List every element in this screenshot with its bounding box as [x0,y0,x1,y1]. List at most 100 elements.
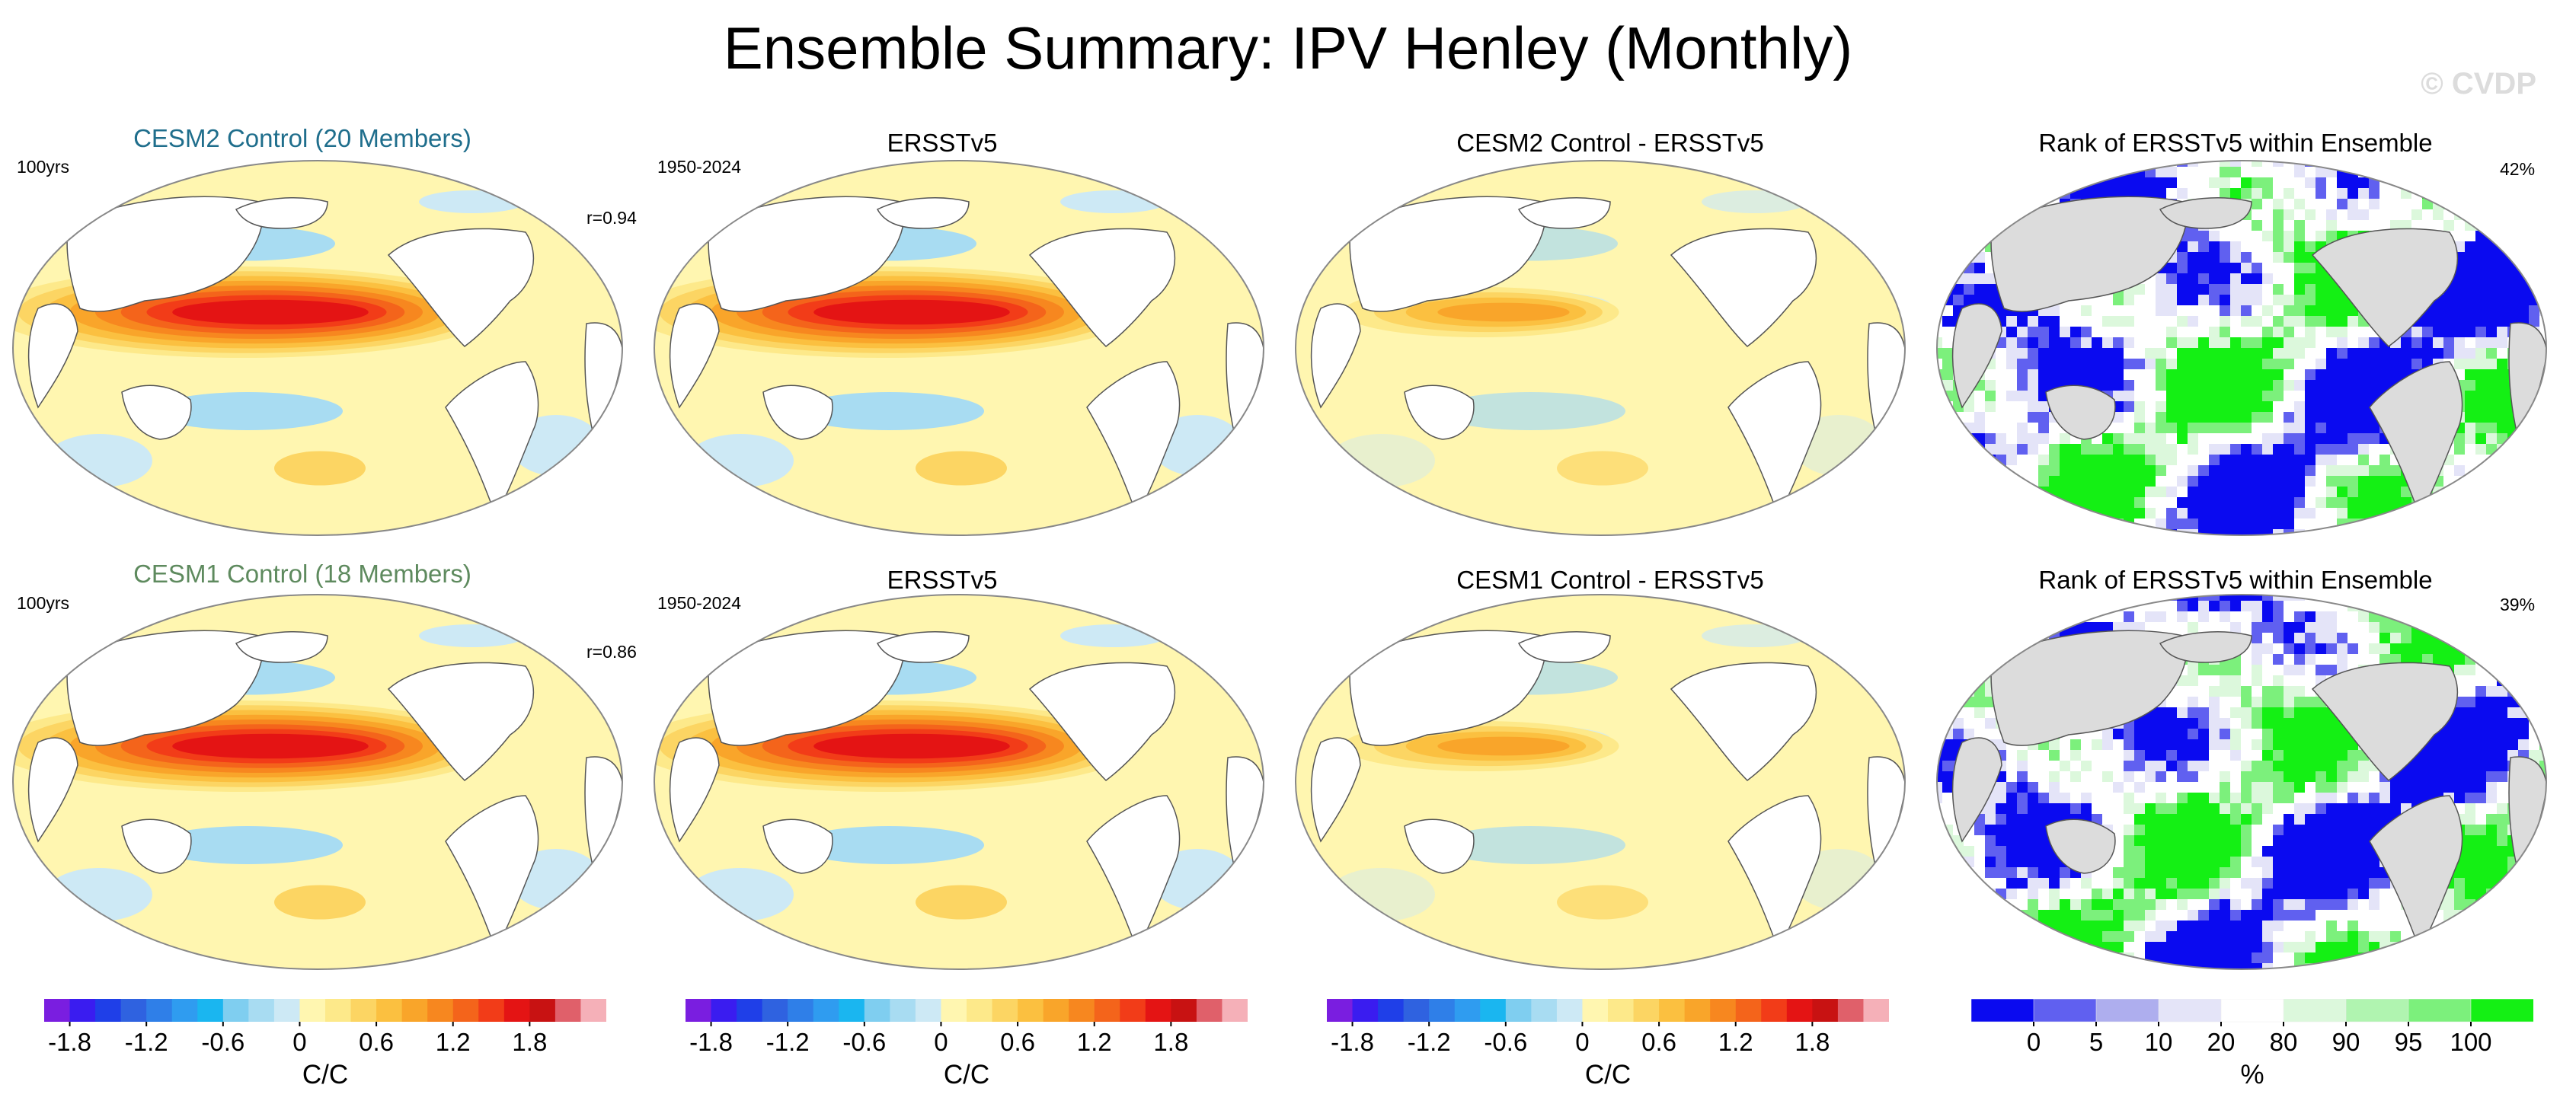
colorbar-swatch [864,999,890,1022]
colorbar-tick-label: 1.8 [512,1028,548,1056]
colorbar-tick-label: 0 [934,1028,948,1056]
map-cesm1-pattern [12,594,623,970]
colorbar-tick-label: 100 [2450,1028,2492,1056]
panel-title-rank: Rank of ERSSTv5 within Ensemble [2038,129,2433,157]
colorbar-swatch [1429,999,1456,1022]
colorbar-swatch [1863,999,1889,1022]
colorbar-swatch [1684,999,1711,1022]
colorbar-swatch [1659,999,1686,1022]
colorbar-tick-label: -1.2 [124,1028,168,1056]
colorbar-tick-label: 0 [292,1028,307,1056]
colorbar-swatch [529,999,556,1022]
colorbar-tick-label: -1.8 [48,1028,91,1056]
colorbar-tick-label: 0.6 [1641,1028,1677,1056]
colorbar-swatch [1069,999,1095,1022]
colorbar-swatch [2345,999,2409,1023]
colorbar-tick-label: 20 [2207,1028,2236,1056]
colorbar-swatch [69,999,96,1022]
colorbar-swatch [1480,999,1507,1022]
figure-title: Ensemble Summary: IPV Henley (Monthly) [723,14,1853,81]
colorbar-swatch [1171,999,1197,1022]
colorbar-tick-label: -1.2 [765,1028,810,1056]
map-ersstv5-pattern [654,160,1264,536]
map-ersstv5-pattern [654,594,1264,970]
rank-percent-label: 42% [2500,159,2536,179]
panel-left-label: 1950-2024 [657,157,741,177]
colorbar-swatch [762,999,788,1022]
colorbar-swatch [44,999,71,1022]
colorbar-swatch [95,999,122,1022]
colorbar-swatch [555,999,581,1022]
colorbar-swatch [1786,999,1813,1022]
colorbar-swatch [2408,999,2472,1023]
colorbar-swatch [580,999,606,1022]
colorbar-swatch [737,999,763,1022]
colorbar-swatch [941,999,967,1022]
colorbar-rank: 0 5 10 20 80 90 95 100 % [1971,999,2533,1098]
colorbar-swatch [686,999,712,1022]
colorbar-tick-label: -0.6 [842,1028,887,1056]
watermark: © CVDP [2421,67,2536,101]
colorbar-tick-label: 0.6 [359,1028,395,1056]
panel-left-label: 100yrs [17,593,70,613]
map-cesm2-pattern [12,160,623,536]
colorbar-swatch [478,999,505,1022]
rank-percent-label: 39% [2500,595,2536,614]
colorbar-swatch [299,999,326,1022]
colorbar-swatches [1327,999,1889,1026]
panel-title-cesm1-control: CESM1 Control (18 Members) [133,560,471,588]
colorbar-swatch [452,999,479,1022]
colorbar-swatch [813,999,839,1022]
panel-left-label: 100yrs [17,157,70,177]
map-cesm1-difference [1295,594,1906,970]
colorbar-swatch [1761,999,1788,1022]
colorbar-swatch [146,999,173,1022]
colorbar-swatch [1735,999,1762,1022]
colorbar-tick-label: 0 [2026,1028,2041,1056]
colorbar-swatch [401,999,428,1022]
colorbar-swatch [1531,999,1558,1022]
colorbar-swatch [1837,999,1864,1022]
colorbar-tick-label: -1.8 [689,1028,733,1056]
colorbar-swatches [44,999,606,1026]
colorbar-swatch [222,999,249,1022]
colorbar-tick-label: -1.8 [1331,1028,1374,1056]
colorbar-tick-label: 1.8 [1795,1028,1830,1056]
colorbar-tick-label: 90 [2332,1028,2360,1056]
correlation-label: r=0.94 [586,208,637,228]
colorbar-swatch [248,999,275,1022]
colorbar-swatch [915,999,941,1022]
colorbar-swatch [1043,999,1069,1022]
colorbar-swatch [1145,999,1171,1022]
colorbar-unit: C/C [302,1060,349,1090]
colorbar-tick-label: 0 [1575,1028,1590,1056]
colorbar-tick-label: 80 [2269,1028,2298,1056]
colorbar-unit: C/C [1584,1060,1632,1090]
colorbar-swatch [350,999,377,1022]
colorbar-swatch [1196,999,1222,1022]
colorbar-swatch [1352,999,1379,1022]
colorbar-tick-label: -1.2 [1407,1028,1451,1056]
colorbar-swatch [273,999,300,1022]
colorbar-swatch [1018,999,1044,1022]
colorbar-tick-label: -0.6 [1484,1028,1528,1056]
colorbar-swatch [890,999,916,1022]
colorbar-swatch [1710,999,1737,1022]
map-cesm2-difference [1295,160,1906,536]
colorbar-swatch [1812,999,1839,1022]
colorbar-swatch [839,999,865,1022]
colorbar-swatch [788,999,814,1022]
colorbar-tick-label: 1.2 [1718,1028,1753,1056]
colorbar-tick-label: -0.6 [201,1028,245,1056]
colorbar-swatch [197,999,224,1022]
colorbar-swatch [376,999,403,1022]
colorbar-swatch [1505,999,1532,1022]
panel-title-ersstv5: ERSSTv5 [887,566,998,594]
panel-title-ersstv5: ERSSTv5 [887,129,998,157]
colorbar-tick-label: 1.8 [1153,1028,1189,1056]
colorbar-tick-label: 95 [2394,1028,2423,1056]
colorbar-swatch [1971,999,2034,1023]
colorbar-swatch [1094,999,1120,1022]
panel-title-cesm2-control: CESM2 Control (20 Members) [133,124,471,152]
panel-left-label: 1950-2024 [657,593,741,613]
